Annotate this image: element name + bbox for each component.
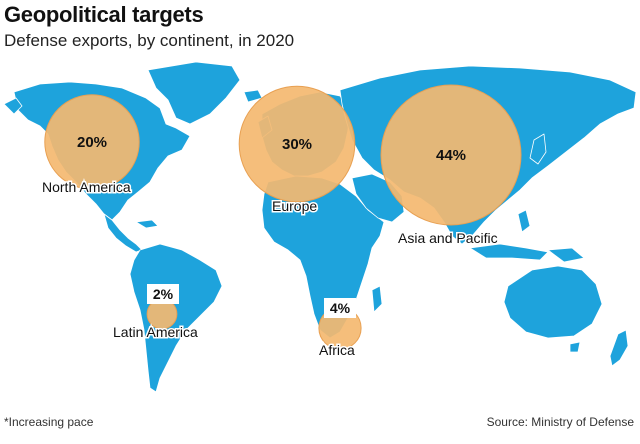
chart-title: Geopolitical targets [4,2,204,27]
value-label-asia-and-pacific: 44% [436,147,466,164]
label-layer: 20% North America 30% Europe 44% Asia and Pac… [41,134,500,360]
footnote: *Increasing pace [4,415,94,429]
value-box-africa [324,298,356,318]
region-label-asia-and-pacific: Asia and Pacific [398,230,498,246]
bubble-north-america [44,94,140,190]
value-label-latin-america: 2% [153,286,174,302]
value-label-africa: 4% [330,300,351,316]
region-label-africa: Africa [319,342,355,358]
land-caribbean [135,219,159,229]
bubble-asia-and-pacific [380,84,522,226]
land-australia [503,265,603,339]
bubble-europe [238,85,356,203]
chart-subtitle: Defense exports, by continent, in 2020 [4,31,295,50]
region-label-north-america: North America [42,179,131,195]
land-madagascar [371,285,383,313]
land-new-guinea [547,247,585,263]
land-alaska [3,97,23,115]
land-greenland [147,61,241,125]
value-label-north-america: 20% [77,134,107,151]
land-japan [529,133,547,165]
bubble-layer [44,84,522,350]
land-tasmania [569,341,581,353]
region-label-latin-america: Latin America [113,324,198,340]
region-label-europe: Europe [272,198,317,214]
value-box-latin-america [147,284,179,304]
land-new-zealand [609,329,629,367]
source-note: Source: Ministry of Defense [486,415,634,429]
land-philippines [517,209,531,233]
land-indonesia [469,243,549,261]
land-central-america [103,213,143,253]
value-label-europe: 30% [282,136,312,153]
